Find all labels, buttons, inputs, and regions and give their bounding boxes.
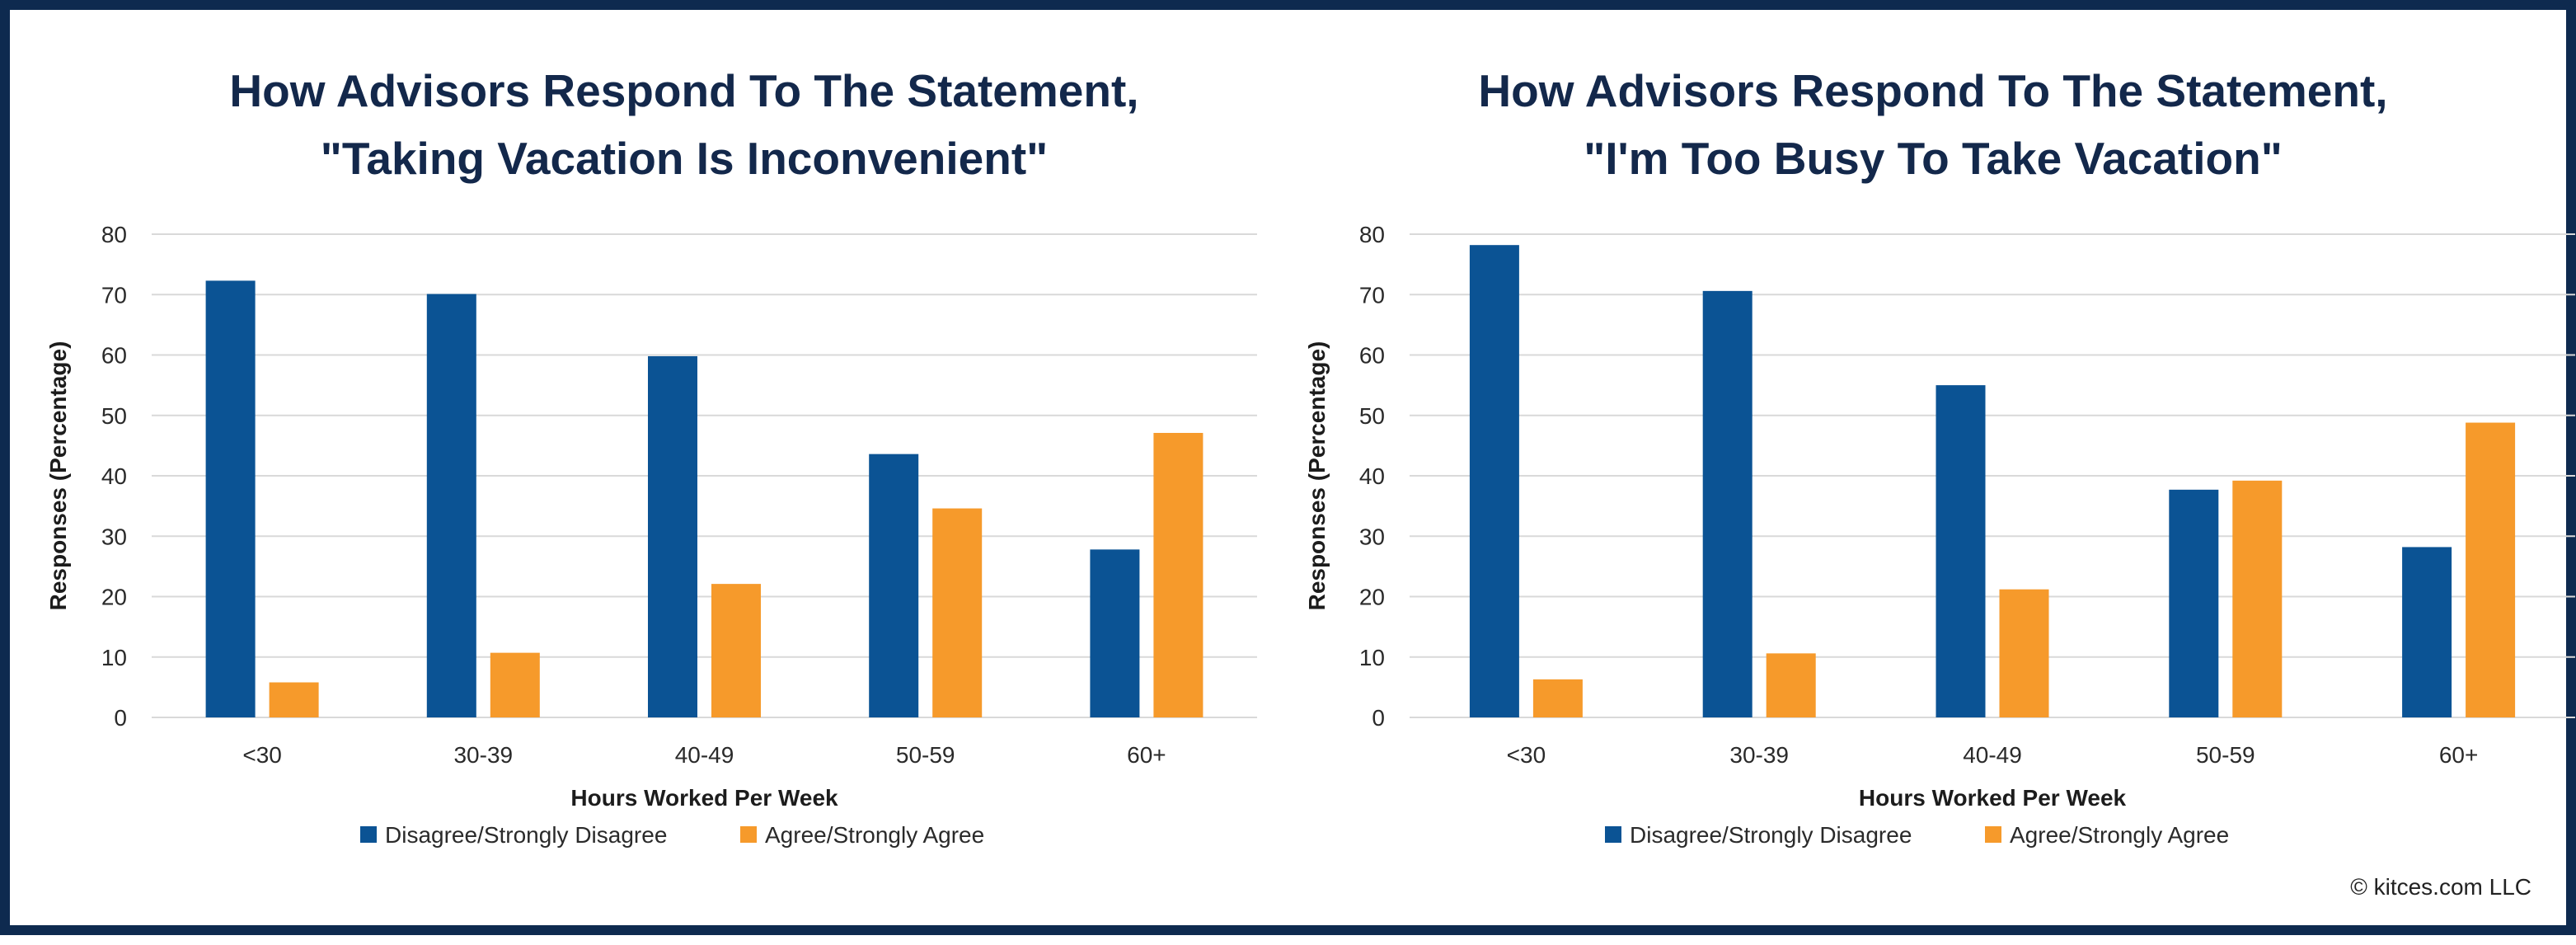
right-chart-bar-agree bbox=[2232, 480, 2283, 717]
left-chart-y-axis-title: Responses (Percentage) bbox=[45, 341, 71, 611]
left-chart-bar-agree bbox=[490, 652, 540, 717]
charts-canvas: How Advisors Respond To The Statement, "T… bbox=[45, 65, 2575, 848]
left-chart-y-tick-label: 10 bbox=[101, 645, 127, 670]
right-chart-legend-swatch-disagree bbox=[1605, 826, 1621, 843]
left-chart-title-line-1: How Advisors Respond To The Statement, bbox=[229, 65, 1138, 116]
right-chart-bar-disagree bbox=[1936, 385, 1986, 717]
right-chart-y-tick-label: 60 bbox=[1359, 343, 1385, 369]
left-chart-bar-disagree bbox=[1090, 549, 1140, 717]
right-chart-title-line-2: "I'm Too Busy To Take Vacation" bbox=[1584, 133, 2283, 184]
right-chart-title-line-1: How Advisors Respond To The Statement, bbox=[1478, 65, 2387, 116]
right-chart-bar-agree bbox=[1532, 679, 1583, 717]
right-chart-y-tick-label: 20 bbox=[1359, 585, 1385, 610]
right-chart-bar-disagree bbox=[2402, 547, 2452, 717]
right-chart-y-tick-label: 10 bbox=[1359, 645, 1385, 670]
left-chart-y-tick-label: 0 bbox=[114, 705, 127, 731]
left-chart-bar-agree bbox=[1153, 432, 1204, 717]
right-chart-bar-agree bbox=[1766, 653, 1816, 717]
left-chart-y-tick-label: 80 bbox=[101, 222, 127, 247]
right-chart-x-axis-title: Hours Worked Per Week bbox=[1859, 785, 2127, 811]
left-chart-y-tick-label: 30 bbox=[101, 524, 127, 549]
right-chart-bar-disagree bbox=[2169, 489, 2219, 717]
left-chart-x-tick-label: 60+ bbox=[1127, 742, 1166, 768]
left-chart-legend-swatch-disagree bbox=[360, 826, 377, 843]
left-chart-x-tick-label: 50-59 bbox=[896, 742, 955, 768]
left-chart-legend-label-disagree: Disagree/Strongly Disagree bbox=[385, 822, 667, 848]
right-chart-y-tick-label: 50 bbox=[1359, 403, 1385, 429]
left-chart-x-tick-label: 40-49 bbox=[675, 742, 734, 768]
left-chart-bar-agree bbox=[932, 508, 983, 717]
right-chart-x-tick-label: 30-39 bbox=[1729, 742, 1789, 768]
left-chart-y-tick-label: 70 bbox=[101, 282, 127, 308]
right-chart-bar-agree bbox=[2466, 422, 2516, 717]
left-chart-x-axis-title: Hours Worked Per Week bbox=[570, 785, 838, 811]
left-chart-bar-agree bbox=[269, 682, 319, 717]
right-chart-legend-label-disagree: Disagree/Strongly Disagree bbox=[1630, 822, 1912, 848]
right-chart-y-tick-label: 30 bbox=[1359, 524, 1385, 549]
left-chart-y-tick-label: 60 bbox=[101, 343, 127, 369]
right-chart-legend-swatch-agree bbox=[1985, 826, 2001, 843]
left-chart-bar-disagree bbox=[205, 280, 256, 718]
left-chart-y-tick-label: 50 bbox=[101, 403, 127, 429]
right-chart-x-tick-label: 60+ bbox=[2439, 742, 2479, 768]
left-chart-bar-agree bbox=[711, 584, 761, 717]
right-chart-x-tick-label: 40-49 bbox=[1963, 742, 2022, 768]
right-chart-y-tick-label: 0 bbox=[1372, 705, 1385, 731]
right-chart-legend-label-agree: Agree/Strongly Agree bbox=[2010, 822, 2229, 848]
left-chart-y-tick-label: 40 bbox=[101, 463, 127, 489]
right-chart-bar-agree bbox=[1999, 589, 2049, 717]
copyright-credit: © kitces.com LLC bbox=[2350, 874, 2531, 900]
left-chart-bar-disagree bbox=[426, 294, 476, 718]
right-chart-y-tick-label: 70 bbox=[1359, 282, 1385, 308]
left-chart-x-tick-label: 30-39 bbox=[453, 742, 513, 768]
right-chart-y-tick-label: 40 bbox=[1359, 463, 1385, 489]
right-chart-y-tick-label: 80 bbox=[1359, 222, 1385, 247]
right-chart-bar-disagree bbox=[1469, 245, 1519, 717]
right-chart-x-tick-label: <30 bbox=[1507, 742, 1546, 768]
left-chart-bar-disagree bbox=[869, 454, 919, 717]
left-chart-title-line-2: "Taking Vacation Is Inconvenient" bbox=[321, 133, 1048, 184]
right-chart-x-tick-label: 50-59 bbox=[2196, 742, 2255, 768]
left-chart-legend-swatch-agree bbox=[740, 826, 757, 843]
right-chart-y-axis-title: Responses (Percentage) bbox=[1304, 341, 1330, 611]
left-chart-bar-disagree bbox=[648, 355, 697, 717]
left-chart-legend-label-agree: Agree/Strongly Agree bbox=[765, 822, 984, 848]
left-chart-x-tick-label: <30 bbox=[242, 742, 282, 768]
left-chart-y-tick-label: 20 bbox=[101, 585, 127, 610]
right-chart-bar-disagree bbox=[1702, 290, 1753, 718]
